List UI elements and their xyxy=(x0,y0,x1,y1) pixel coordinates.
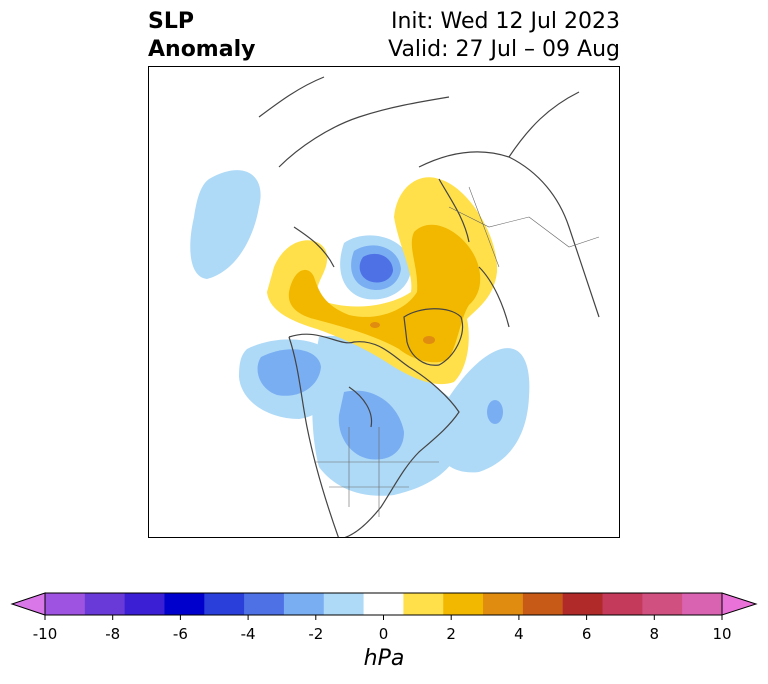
title-line-2: Anomaly xyxy=(148,37,256,62)
colorbar-segment xyxy=(682,593,723,615)
colorbar-tick-label: -8 xyxy=(105,625,121,643)
anomaly-map xyxy=(190,76,600,537)
colorbar xyxy=(10,592,758,620)
colorbar-extend-low xyxy=(10,592,46,616)
border-7 xyxy=(528,216,600,248)
title-line-1: SLP xyxy=(148,9,194,34)
valid-range: Valid: 27 Jul – 09 Aug xyxy=(388,37,620,62)
colorbar-tick-label: 0 xyxy=(378,625,389,643)
init-date: Init: Wed 12 Jul 2023 xyxy=(390,9,620,34)
border-5 xyxy=(448,206,530,228)
colorbar-units: hPa xyxy=(363,646,405,671)
anomaly-region-pole-core xyxy=(359,253,393,283)
colorbar-segment xyxy=(164,593,205,615)
anomaly-region-northeast-pacific-core xyxy=(257,349,321,396)
anomaly-region-atlantic-core xyxy=(487,400,503,424)
coastline-asia xyxy=(293,226,335,268)
colorbar-tick-label: 8 xyxy=(649,625,660,643)
colorbar-segment xyxy=(602,593,643,615)
colorbar-tick-label: -2 xyxy=(308,625,324,643)
colorbar-segment xyxy=(403,593,444,615)
colorbar-tick-label: -6 xyxy=(172,625,188,643)
colorbar-tick-label: 10 xyxy=(712,625,732,643)
colorbar-segments xyxy=(10,592,758,616)
anomaly-region-ridge-core xyxy=(288,224,481,363)
colorbar-segment xyxy=(443,593,484,615)
colorbar-segment xyxy=(45,593,86,615)
coastline-russia xyxy=(278,96,450,168)
coastlines xyxy=(258,76,600,537)
border-6 xyxy=(468,186,500,268)
anomaly-region-greenland-peak xyxy=(423,336,435,344)
colorbar-segment xyxy=(283,593,325,615)
coastline-west-north-america xyxy=(288,336,339,537)
colorbar-segment xyxy=(522,593,564,615)
colorbar-tick-label: 2 xyxy=(446,625,456,643)
coastline-greenland xyxy=(403,308,463,366)
coastline-siberia xyxy=(258,76,325,118)
colorbar-segment xyxy=(84,593,126,615)
anomaly-region-atlantic xyxy=(438,348,530,473)
colorbar-segment xyxy=(562,593,604,615)
anomaly-region-pacific-west xyxy=(190,170,261,279)
coastline-europe xyxy=(508,91,580,158)
colorbar-tick-label: 6 xyxy=(581,625,592,643)
colorbar-segment xyxy=(124,593,165,615)
borders xyxy=(314,186,600,517)
colorbar-tick-label: -10 xyxy=(32,625,58,643)
colorbar-tick-label: 4 xyxy=(514,625,524,643)
colorbar-segment xyxy=(323,593,365,615)
anomaly-region-small-peak xyxy=(370,322,380,328)
colorbar-segment xyxy=(244,593,285,615)
colorbar-segment xyxy=(483,593,524,615)
colorbar-segment xyxy=(363,593,404,615)
date-info: Init: Wed 12 Jul 2023 Valid: 27 Jul – 09… xyxy=(388,8,620,64)
colorbar-extend-high xyxy=(721,592,758,616)
coastline-scandinavia xyxy=(438,178,470,243)
colorbar-ticks xyxy=(44,615,723,620)
coastline-iberia xyxy=(478,266,510,328)
coastline-eurasia xyxy=(418,151,600,318)
colorbar-segment xyxy=(642,593,683,615)
map-panel xyxy=(148,66,620,538)
coastline-north-america xyxy=(288,333,460,537)
coastline-hudson-bay xyxy=(348,386,373,428)
colorbar-segment xyxy=(204,593,245,615)
colorbar-tick-label: -4 xyxy=(240,625,256,643)
chart-title: SLP Anomaly xyxy=(148,8,255,64)
